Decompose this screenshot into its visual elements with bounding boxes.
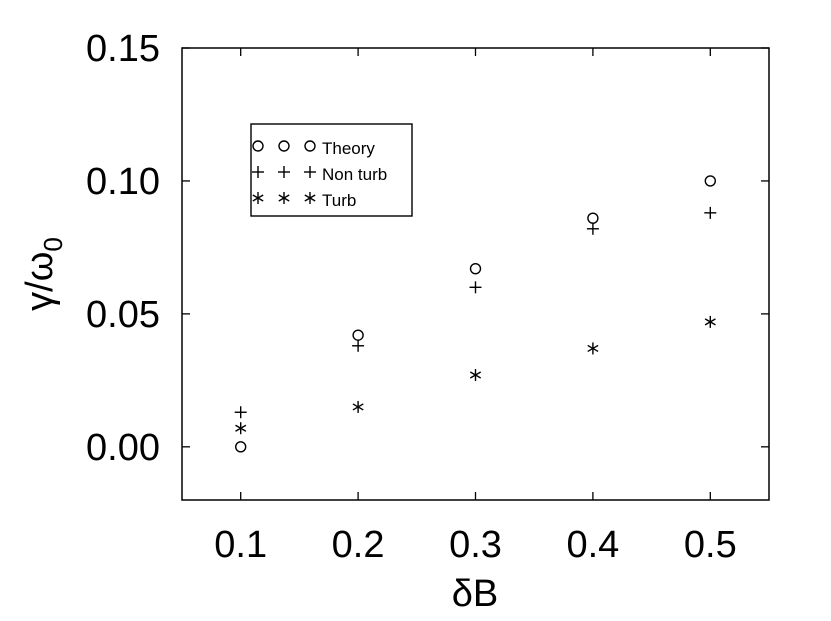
- y-tick-label: 0.00: [86, 427, 160, 469]
- legend-marker-star: [252, 192, 264, 204]
- x-axis-ticks: 0.1 0.2 0.3 0.4 0.5: [214, 48, 737, 566]
- x-tick-label: 0.3: [449, 524, 502, 566]
- data-point-circle: [234, 441, 247, 453]
- data-point-star: [469, 369, 482, 382]
- legend-box: [250, 123, 413, 217]
- y-tick-label: 0.10: [86, 161, 160, 203]
- y-axis-label-main: γ/ω: [19, 252, 61, 311]
- legend-marker-circle: [278, 140, 290, 152]
- data-point-plus: [352, 339, 365, 352]
- legend-marker-star: [304, 192, 316, 204]
- data-point-circle: [704, 175, 716, 187]
- data-point-plus: [234, 406, 247, 419]
- y-tick-label: 0.05: [86, 294, 160, 336]
- data-point-circle: [587, 212, 599, 224]
- x-axis-label: δB: [452, 573, 499, 615]
- y-axis-ticks: 0.00 0.05 0.10 0.15: [86, 28, 769, 469]
- data-point-plus: [469, 281, 482, 294]
- data-points: [234, 175, 717, 453]
- legend-label: Non turb: [322, 165, 387, 184]
- legend: Theory Non turb Turb: [250, 123, 413, 217]
- data-point-circle: [469, 262, 482, 275]
- legend-marker-plus: [278, 166, 290, 178]
- data-point-star: [352, 400, 364, 413]
- legend-marker-circle: [252, 140, 264, 152]
- y-tick-label: 0.15: [86, 28, 160, 70]
- legend-marker-plus: [304, 166, 316, 178]
- legend-marker-star: [278, 192, 290, 204]
- data-point-circle: [352, 329, 364, 341]
- data-point-plus: [586, 222, 599, 235]
- data-point-star: [235, 422, 247, 435]
- data-point-plus: [704, 206, 717, 219]
- y-axis-label: γ/ω0: [19, 237, 68, 311]
- x-tick-label: 0.1: [214, 524, 267, 566]
- legend-marker-circle: [304, 140, 316, 152]
- x-tick-label: 0.2: [332, 524, 385, 566]
- x-tick-label: 0.4: [566, 524, 619, 566]
- y-axis-label-subscript: 0: [38, 237, 68, 251]
- data-point-star: [704, 315, 716, 328]
- legend-label: Turb: [322, 191, 356, 210]
- x-tick-label: 0.5: [684, 524, 737, 566]
- data-point-star: [587, 342, 599, 355]
- legend-label: Theory: [322, 139, 375, 158]
- legend-marker-plus: [252, 166, 264, 178]
